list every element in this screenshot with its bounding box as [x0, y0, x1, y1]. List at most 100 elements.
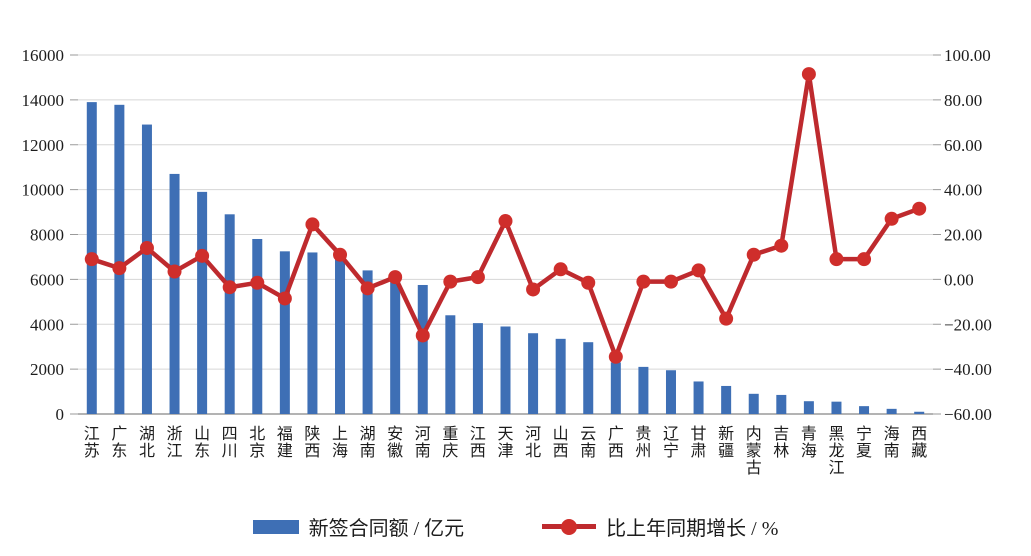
bar-宁夏 — [859, 406, 870, 414]
x-axis-label-西藏: 西藏 — [911, 426, 927, 460]
left-axis-tick-label: 0 — [56, 405, 65, 424]
x-axis-label-重庆: 重庆 — [442, 425, 458, 460]
x-axis-label-湖南: 湖南 — [360, 425, 376, 460]
line-point-湖北 — [139, 240, 154, 255]
bar-海南 — [886, 408, 897, 414]
right-axis-tick-label: 0.00 — [944, 270, 974, 289]
right-axis-tick-label: 20.00 — [944, 226, 982, 245]
x-axis-label-内蒙古: 内蒙古 — [746, 425, 762, 477]
right-axis-tick-label: −20.00 — [944, 315, 992, 334]
legend-item-contract-amount: 新签合同额 / 亿元 — [252, 512, 465, 541]
bar-湖北 — [141, 124, 152, 415]
line-point-河北 — [526, 282, 541, 297]
chart-legend: 新签合同额 / 亿元 比上年同期增长 / % — [0, 512, 1031, 541]
line-point-安徽 — [388, 270, 403, 285]
line-point-贵州 — [636, 274, 651, 289]
line-point-吉林 — [774, 238, 789, 253]
left-axis-tick-label: 12000 — [22, 136, 65, 155]
x-axis-label-河北: 河北 — [525, 425, 541, 460]
right-axis-tick-label: 100.00 — [944, 46, 991, 65]
bar-新疆 — [721, 385, 732, 414]
line-point-内蒙古 — [746, 247, 761, 262]
line-point-湖南 — [360, 281, 375, 296]
line-point-江苏 — [84, 252, 99, 267]
line-point-海南 — [884, 211, 899, 226]
bar-山东 — [197, 191, 208, 414]
x-axis-label-四川: 四川 — [222, 426, 238, 460]
line-point-宁夏 — [857, 252, 872, 267]
bar-四川 — [224, 214, 235, 414]
right-axis-tick-label: −60.00 — [944, 405, 992, 424]
line-point-山西 — [553, 262, 568, 277]
x-axis-label-广东: 广东 — [111, 425, 127, 460]
bar-福建 — [279, 251, 290, 414]
bar-青海 — [803, 401, 814, 414]
legend-line-label: 比上年同期增长 / % — [606, 518, 779, 540]
x-axis-label-江苏: 江苏 — [84, 425, 100, 460]
right-axis-tick-label: −40.00 — [944, 360, 992, 379]
x-axis-label-新疆: 新疆 — [718, 425, 734, 460]
right-axis-tick-label: 40.00 — [944, 181, 982, 200]
legend-item-growth-rate: 比上年同期增长 / % — [542, 512, 778, 541]
legend-bar-label: 新签合同额 / 亿元 — [308, 518, 465, 540]
legend-line-dot-icon — [561, 518, 578, 535]
x-axis-label-吉林: 吉林 — [773, 425, 789, 460]
x-axis-label-黑龙江: 黑龙江 — [828, 426, 844, 477]
line-point-四川 — [222, 280, 237, 295]
x-axis-label-海南: 海南 — [884, 425, 900, 460]
bar-云南 — [583, 342, 594, 414]
line-point-甘肃 — [691, 263, 706, 278]
left-axis-tick-label: 8000 — [30, 226, 64, 245]
line-point-天津 — [498, 214, 513, 229]
bar-上海 — [335, 258, 346, 414]
line-point-青海 — [801, 67, 816, 82]
bar-江西 — [472, 323, 483, 414]
x-axis-label-上海: 上海 — [332, 425, 348, 460]
right-axis-tick-label: 80.00 — [944, 91, 982, 110]
x-axis-label-陕西: 陕西 — [304, 425, 320, 460]
x-axis-label-河南: 河南 — [415, 425, 431, 460]
line-point-黑龙江 — [829, 252, 844, 267]
x-axis-label-湖北: 湖北 — [139, 425, 155, 460]
line-point-重庆 — [443, 274, 458, 289]
line-point-福建 — [277, 291, 292, 306]
line-point-上海 — [333, 247, 348, 262]
x-axis-label-甘肃: 甘肃 — [691, 425, 707, 460]
bar-内蒙古 — [748, 393, 759, 414]
bar-广西 — [610, 362, 621, 414]
x-axis-label-山东: 山东 — [194, 425, 210, 460]
left-axis-tick-label: 16000 — [22, 46, 65, 65]
line-point-云南 — [581, 275, 596, 290]
x-axis-label-广西: 广西 — [608, 425, 624, 460]
x-axis-label-福建: 福建 — [277, 425, 293, 460]
x-axis-label-安徽: 安徽 — [387, 425, 403, 460]
legend-line-swatch-icon — [542, 518, 597, 535]
line-point-浙江 — [167, 264, 182, 279]
line-point-江西 — [470, 270, 485, 285]
line-point-新疆 — [719, 311, 734, 326]
left-axis-tick-label: 4000 — [30, 315, 64, 334]
bar-山西 — [555, 338, 566, 414]
bar-甘肃 — [693, 381, 704, 414]
bar-贵州 — [638, 366, 649, 414]
right-axis-tick-label: 60.00 — [944, 136, 982, 155]
bar-河南 — [417, 284, 428, 414]
x-axis-label-江西: 江西 — [470, 425, 486, 460]
line-point-西藏 — [912, 201, 927, 216]
line-point-广西 — [608, 349, 623, 364]
bar-天津 — [500, 326, 511, 414]
left-axis-tick-label: 2000 — [30, 360, 64, 379]
line-point-北京 — [250, 275, 265, 290]
bar-湖南 — [362, 270, 373, 414]
left-axis-tick-label: 14000 — [22, 91, 65, 110]
x-axis-label-青海: 青海 — [801, 425, 817, 460]
bar-安徽 — [390, 281, 401, 414]
legend-bar-swatch-icon — [252, 519, 299, 534]
x-axis-label-辽宁: 辽宁 — [663, 425, 679, 460]
bar-吉林 — [776, 394, 787, 414]
x-axis-label-山西: 山西 — [553, 425, 569, 460]
x-axis-label-宁夏: 宁夏 — [856, 425, 872, 460]
line-point-山东 — [195, 248, 210, 263]
